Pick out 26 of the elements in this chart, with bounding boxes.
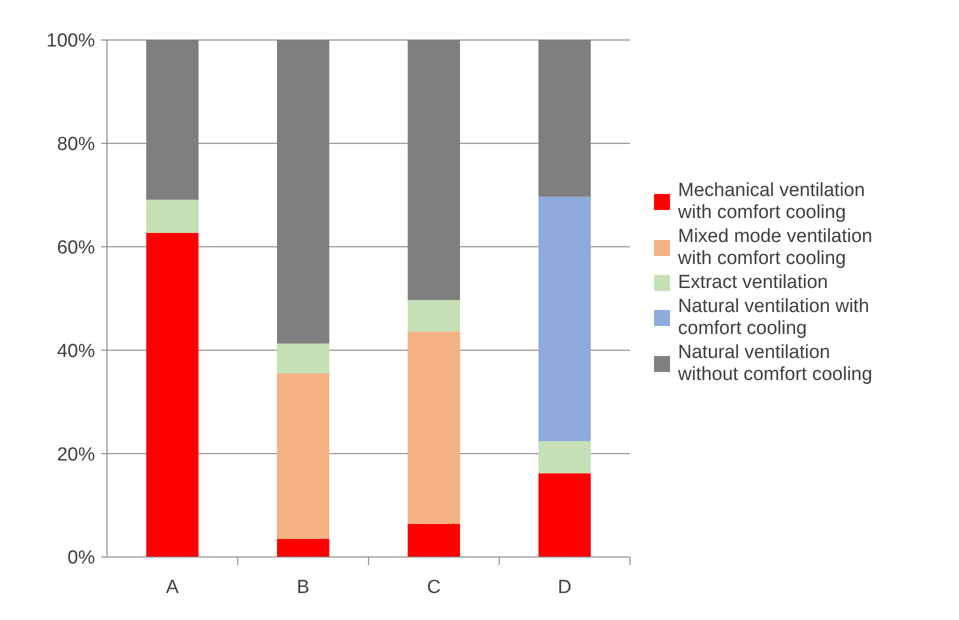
bar [538,473,591,557]
y-tick-label: 60% [56,237,96,258]
bar [276,538,330,557]
legend-label: Mechanical ventilation with comfort cooling [677,180,865,223]
bar [408,300,460,332]
legend-label: Mixed mode ventilation with comfort cooling [677,226,872,269]
x-tick-label: D [558,577,572,598]
bar [408,332,460,524]
y-tick-label: 100% [46,30,96,52]
legend-label: Natural ventilation without comfort cooling [677,342,872,385]
bar [146,232,199,557]
y-tick-label: 40% [56,340,96,362]
bar [538,441,591,474]
bar [276,343,330,374]
bar [408,524,460,557]
bar [276,373,330,539]
y-tick-label: 20% [56,444,96,466]
legend-label: Natural ventilation with comfort cooling [678,296,870,339]
legend-label: Extract ventilation [678,272,828,293]
y-tick-label: 80% [56,134,96,156]
x-tick-label: A [166,577,180,598]
x-tick-label: B [296,577,310,598]
bar [538,196,591,442]
x-tick-label: C [427,577,441,598]
bar [146,200,199,233]
y-tick-label: 0% [68,548,96,569]
